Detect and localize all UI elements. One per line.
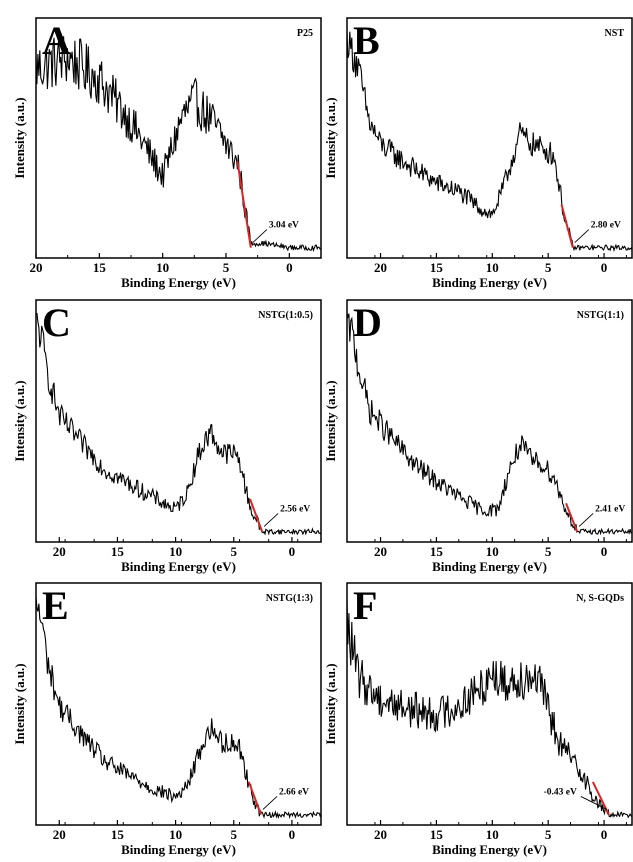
x-axis-title: Binding Energy (eV) xyxy=(432,842,547,857)
x-tick-label: 20 xyxy=(30,260,43,275)
plot-frame xyxy=(346,17,633,259)
x-tick-label: 20 xyxy=(374,827,387,842)
spectrum-line xyxy=(346,31,633,252)
spectrum-line xyxy=(36,313,322,536)
x-tick-label: 20 xyxy=(374,260,387,275)
x-tick-label: 15 xyxy=(430,827,444,842)
tangent-line xyxy=(565,502,579,533)
panel-C: 20 15 10 5 0 Binding Energy (eV) Intensity (a.… xyxy=(12,299,322,574)
tangent-line xyxy=(249,498,264,532)
band-gap-label: 3.04 eV xyxy=(269,221,299,231)
x-tick-label: 5 xyxy=(231,827,238,842)
x-tick-label: 15 xyxy=(111,827,125,842)
x-tick-label: 0 xyxy=(601,260,608,275)
x-tick-label: 0 xyxy=(289,827,296,842)
sample-label: N, S-GQDs xyxy=(576,593,624,604)
plot-frame xyxy=(35,17,322,259)
x-tick-label: 10 xyxy=(486,544,499,559)
y-axis-title: Intensity (a.u.) xyxy=(323,663,338,744)
x-axis-title: Binding Energy (eV) xyxy=(432,275,547,290)
panel-letter: F xyxy=(353,583,377,628)
x-axis-title: Binding Energy (eV) xyxy=(121,275,236,290)
spectrum-line xyxy=(346,599,633,819)
x-tick-label: 5 xyxy=(545,544,552,559)
x-tick-label: 15 xyxy=(430,260,444,275)
y-axis-title: Intensity (a.u.) xyxy=(323,380,338,461)
x-tick-label: 5 xyxy=(545,260,552,275)
band-gap-label: -0.43 eV xyxy=(544,787,577,797)
panel-letter: C xyxy=(42,300,71,345)
x-tick-label: 10 xyxy=(169,544,182,559)
plot-frame xyxy=(346,582,633,826)
band-gap-label: 2.56 eV xyxy=(280,504,310,514)
panel-D: 20 15 10 5 0 Binding Energy (eV) Intensity (a.… xyxy=(323,299,633,574)
x-axis-title: Binding Energy (eV) xyxy=(121,559,236,574)
x-tick-label: 20 xyxy=(53,827,66,842)
band-gap-label: 2.80 eV xyxy=(591,221,621,231)
panel-B: 20 15 10 5 0 Binding Energy (eV) Intensity (a.… xyxy=(323,17,633,290)
tangent-line xyxy=(236,161,252,248)
y-axis-title: Intensity (a.u.) xyxy=(323,97,338,178)
x-tick-label: 10 xyxy=(486,260,499,275)
x-tick-label: 10 xyxy=(169,827,182,842)
annotation-arrow xyxy=(252,229,268,243)
spectrum-line xyxy=(346,313,633,536)
panel-letter: B xyxy=(353,18,380,63)
y-axis-title: Intensity (a.u.) xyxy=(12,380,27,461)
sample-label: P25 xyxy=(297,28,313,39)
x-tick-label: 0 xyxy=(286,260,293,275)
x-tick-label: 15 xyxy=(111,544,125,559)
sample-label: NSTG(1:0.5) xyxy=(258,310,313,321)
spectrum-line xyxy=(35,596,322,820)
tangent-line xyxy=(247,781,262,815)
band-gap-label: 2.66 eV xyxy=(279,787,309,797)
annotation-arrow xyxy=(263,513,279,527)
annotation-arrow xyxy=(580,796,608,810)
panel-letter: E xyxy=(42,583,69,628)
spectrum-line xyxy=(35,36,322,253)
panel-A: 20 15 10 5 0 Binding Energy (eV) Intensity (a.… xyxy=(12,17,322,290)
panel-letter: D xyxy=(353,300,382,345)
annotation-arrow xyxy=(574,229,590,243)
x-tick-label: 5 xyxy=(231,544,238,559)
band-gap-label: 2.41 eV xyxy=(595,504,625,514)
sample-label: NST xyxy=(605,28,625,39)
x-axis-title: Binding Energy (eV) xyxy=(432,559,547,574)
panel-F: 20 15 10 5 0 Binding Energy (eV) Intensity (a.… xyxy=(323,582,633,857)
x-tick-label: 15 xyxy=(430,544,444,559)
x-axis-title: Binding Energy (eV) xyxy=(121,842,236,857)
y-axis-title: Intensity (a.u.) xyxy=(12,97,27,178)
y-axis-title: Intensity (a.u.) xyxy=(12,663,27,744)
tangent-line xyxy=(560,204,574,248)
annotation-arrow xyxy=(578,513,594,527)
x-tick-label: 0 xyxy=(601,544,608,559)
plot-frame xyxy=(35,299,322,543)
panel-E: 20 15 10 5 0 Binding Energy (eV) Intensity (a.… xyxy=(12,582,322,857)
x-tick-label: 20 xyxy=(53,544,66,559)
plot-frame xyxy=(346,299,633,543)
x-tick-label: 10 xyxy=(156,260,169,275)
x-tick-label: 0 xyxy=(601,827,608,842)
x-tick-label: 5 xyxy=(545,827,552,842)
annotation-arrow xyxy=(262,796,278,810)
x-tick-label: 20 xyxy=(374,544,387,559)
x-tick-label: 10 xyxy=(486,827,499,842)
x-tick-label: 5 xyxy=(223,260,230,275)
sample-label: NSTG(1:1) xyxy=(577,310,624,321)
plot-frame xyxy=(35,582,322,826)
x-tick-label: 0 xyxy=(289,544,296,559)
x-tick-label: 15 xyxy=(93,260,107,275)
sample-label: NSTG(1:3) xyxy=(266,593,313,604)
